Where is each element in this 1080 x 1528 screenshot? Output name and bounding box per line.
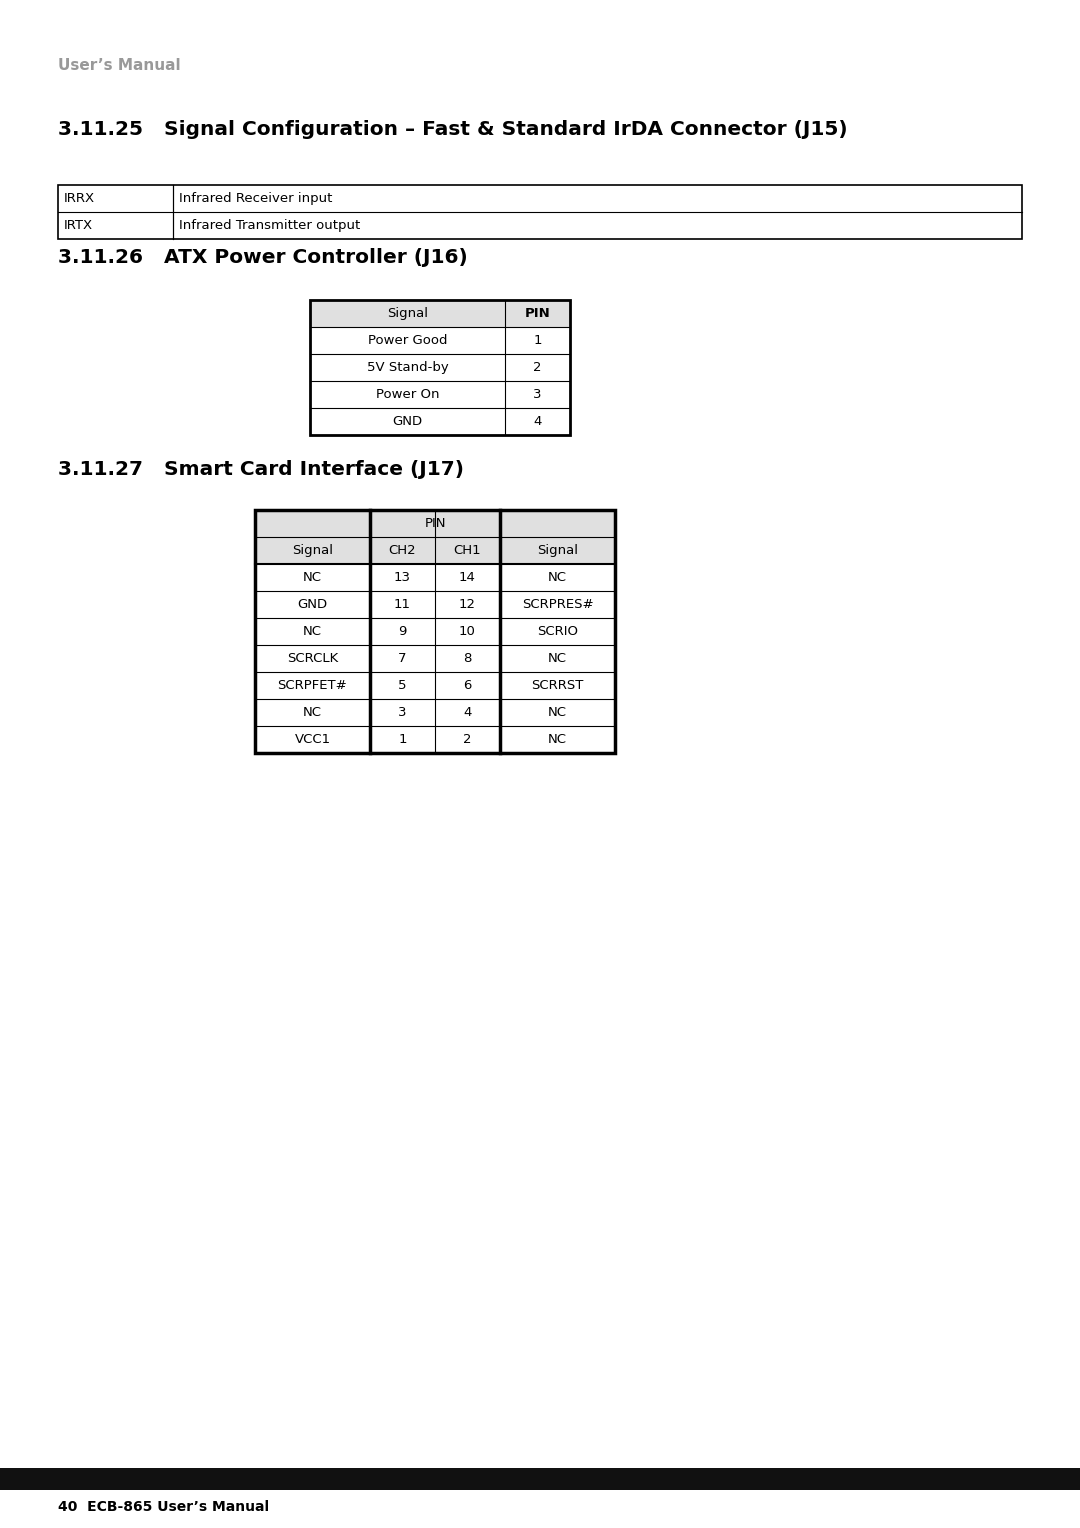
Text: CH2: CH2 [389, 544, 416, 558]
Bar [255, 536, 615, 564]
Text: Signal: Signal [537, 544, 578, 558]
Bar [310, 299, 570, 435]
Text: 7: 7 [399, 652, 407, 665]
Text: IRTX: IRTX [64, 219, 93, 232]
Text: 3: 3 [399, 706, 407, 720]
Text: 12: 12 [459, 597, 476, 611]
Text: 9: 9 [399, 625, 407, 639]
Text: 2: 2 [463, 733, 472, 746]
Text: NC: NC [303, 625, 322, 639]
Text: GND: GND [297, 597, 327, 611]
Text: Infrared Receiver input: Infrared Receiver input [179, 193, 333, 205]
Text: 5: 5 [399, 678, 407, 692]
Text: SCRIO: SCRIO [537, 625, 578, 639]
Text: VCC1: VCC1 [295, 733, 330, 746]
Text: NC: NC [548, 571, 567, 584]
Text: IRRX: IRRX [64, 193, 95, 205]
Text: 8: 8 [463, 652, 472, 665]
Text: GND: GND [392, 416, 422, 428]
Bar [255, 510, 615, 753]
Text: CH1: CH1 [454, 544, 482, 558]
Text: NC: NC [303, 571, 322, 584]
Text: 1: 1 [534, 335, 542, 347]
Text: 2: 2 [534, 361, 542, 374]
Text: 40  ECB-865 User’s Manual: 40 ECB-865 User’s Manual [58, 1500, 269, 1514]
Bar [310, 299, 570, 327]
Text: SCRPFET#: SCRPFET# [278, 678, 348, 692]
Text: NC: NC [303, 706, 322, 720]
Text: 11: 11 [394, 597, 411, 611]
Text: Signal: Signal [292, 544, 333, 558]
Text: PIN: PIN [525, 307, 551, 319]
Bar [58, 185, 1022, 238]
Text: Power On: Power On [376, 388, 440, 400]
Text: NC: NC [548, 733, 567, 746]
Bar [0, 1468, 1080, 1490]
Text: 13: 13 [394, 571, 411, 584]
Text: 4: 4 [463, 706, 472, 720]
Text: 6: 6 [463, 678, 472, 692]
Text: 14: 14 [459, 571, 476, 584]
Text: 3.11.26   ATX Power Controller (J16): 3.11.26 ATX Power Controller (J16) [58, 248, 468, 267]
Text: SCRPRES#: SCRPRES# [522, 597, 593, 611]
Text: Infrared Transmitter output: Infrared Transmitter output [179, 219, 361, 232]
Text: 3.11.27   Smart Card Interface (J17): 3.11.27 Smart Card Interface (J17) [58, 460, 464, 478]
Text: PIN: PIN [424, 516, 446, 530]
Text: NC: NC [548, 652, 567, 665]
Text: User’s Manual: User’s Manual [58, 58, 180, 73]
Text: 4: 4 [534, 416, 542, 428]
Text: 1: 1 [399, 733, 407, 746]
Text: Power Good: Power Good [368, 335, 447, 347]
Text: NC: NC [548, 706, 567, 720]
Text: SCRCLK: SCRCLK [287, 652, 338, 665]
Text: 10: 10 [459, 625, 476, 639]
Text: Signal: Signal [387, 307, 428, 319]
Text: 3.11.25   Signal Configuration – Fast & Standard IrDA Connector (J15): 3.11.25 Signal Configuration – Fast & St… [58, 121, 848, 139]
Text: SCRRST: SCRRST [531, 678, 583, 692]
Text: 3: 3 [534, 388, 542, 400]
Bar [255, 510, 615, 536]
Text: 5V Stand-by: 5V Stand-by [366, 361, 448, 374]
